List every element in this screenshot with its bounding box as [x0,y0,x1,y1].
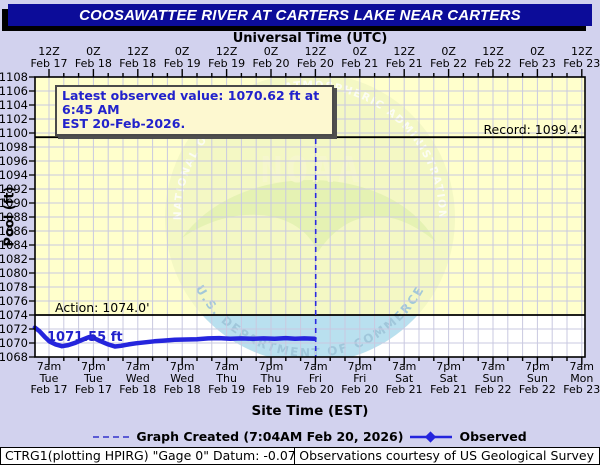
legend: Graph Created (7:04AM Feb 20, 2026) Obse… [20,429,600,444]
station-title: COOSAWATTEE RIVER AT CARTERS LAKE NEAR C… [79,6,521,24]
y-axis-tick-label: 1094 [0,168,28,182]
observed-label: Observed [459,429,527,444]
y-axis-tick-label: 1068 [0,350,28,364]
observed-line-icon [410,430,453,443]
latest-observed-annotation: Latest observed value: 1070.62 ft at 6:4… [55,85,334,136]
noaa-watermark-text: NOAA [261,150,364,191]
y-axis-tick-label: 1106 [0,84,28,98]
y-axis-tick-label: 1096 [0,154,28,168]
y-axis-tick-label: 1082 [0,252,28,266]
y-axis-tick-label: 1098 [0,140,28,154]
y-axis-tick-label: 1074 [0,308,28,322]
y-axis-tick-label: 1084 [0,238,28,252]
station-info-box: CTRG1(plotting HPIRG) "Gage 0" Datum: -0… [0,447,306,465]
observed-series-line [32,325,317,349]
annotation-line1: Latest observed value: 1070.62 ft at 6:4… [62,88,320,117]
y-axis-tick-label: 1078 [0,280,28,294]
y-axis-tick-label: 1076 [0,294,28,308]
noaa-seagull-icon [182,179,436,252]
annotation-line2: EST 20-Feb-2026. [62,116,186,131]
title-bar: COOSAWATTEE RIVER AT CARTERS LAKE NEAR C… [8,4,592,26]
observed-point-label: 1071.55 ft [47,330,123,345]
graph-created-line-icon [93,435,130,438]
graph-created-label: Graph Created (7:04AM Feb 20, 2026) [136,429,404,444]
y-axis-tick-label: 1108 [0,70,28,84]
record-stage-label: Record: 1099.4' [483,122,582,137]
action-stage-label: Action: 1074.0' [55,300,150,315]
y-axis-tick-label: 1090 [0,196,28,210]
bottom-axis-title: Site Time (EST) [251,403,369,419]
credits-box: Observations courtesy of US Geological S… [294,447,600,465]
y-axis-tick-label: 1072 [0,322,28,336]
top-axis-title: Universal Time (UTC) [232,31,388,46]
y-axis-tick-label: 1102 [0,112,28,126]
y-axis-tick-label: 1086 [0,224,28,238]
y-axis-tick-label: 1088 [0,210,28,224]
y-axis-tick-label: 1100 [0,126,28,140]
y-axis-tick-label: 1104 [0,98,28,112]
y-axis-tick-label: 1092 [0,182,28,196]
y-axis-tick-label: 1070 [0,336,28,350]
y-axis-title: Pool (ft) [2,186,18,247]
y-axis-tick-label: 1080 [0,266,28,280]
